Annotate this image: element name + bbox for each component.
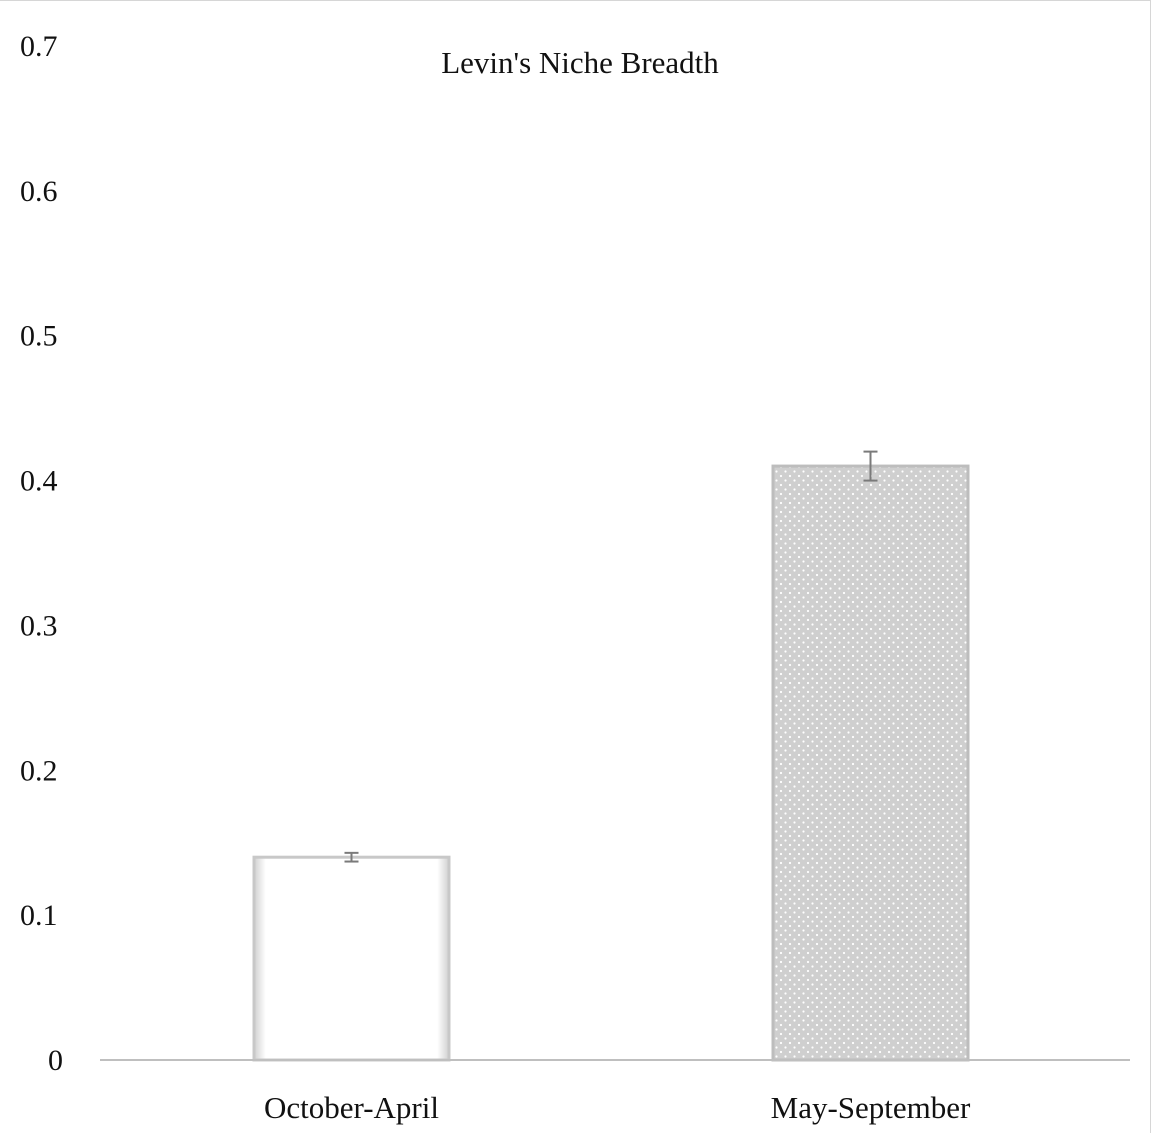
error-bars-group [344,450,878,863]
x-category-label: May-September [771,1090,971,1125]
y-tick-label: 0 [48,1044,63,1077]
y-tick-label: 0.6 [20,175,58,208]
y-tick-label: 0.2 [20,754,58,787]
x-axis-category-labels: October-April May-September [264,1090,971,1125]
y-tick-label: 0.4 [20,465,58,498]
chart-title: Levin's Niche Breadth [441,45,719,80]
y-tick-label: 0.5 [20,320,58,353]
bar-october-april [252,855,451,1062]
y-tick-label: 0.7 [20,30,58,63]
bar-may-september [771,464,970,1062]
bars-group [252,464,970,1062]
y-tick-label: 0.3 [20,609,58,642]
x-category-label: October-April [264,1090,439,1125]
y-tick-label: 0.1 [20,899,58,932]
y-axis-tick-labels: 0 0.1 0.2 0.3 0.4 0.5 0.6 0.7 [20,30,63,1077]
